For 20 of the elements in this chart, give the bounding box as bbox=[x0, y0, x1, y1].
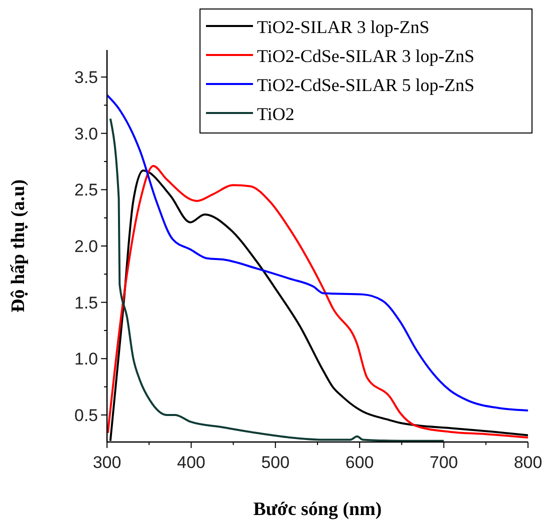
text: 1.0 bbox=[74, 350, 98, 369]
legend-label: TiO2-SILAR 3 lop-ZnS bbox=[257, 17, 430, 37]
x-tick-label: 700 bbox=[430, 453, 458, 472]
y-tick-label: 2.5 bbox=[74, 180, 98, 200]
legend-label: TiO2 bbox=[257, 104, 294, 124]
y-tick-label: 0.5 bbox=[74, 406, 98, 425]
y-tick-label: 1.5 bbox=[74, 293, 98, 312]
x-tick-label: 500 bbox=[261, 453, 290, 472]
text: 2.0 bbox=[74, 237, 98, 256]
text: 3.0 bbox=[74, 124, 98, 144]
x-tick-label: 400 bbox=[177, 453, 206, 472]
line-series bbox=[107, 94, 528, 412]
legend-label: TiO2-CdSe-SILAR 3 lop-ZnS bbox=[257, 46, 474, 66]
x-tick-label: 800 bbox=[514, 453, 542, 472]
x-tick-label: 600 bbox=[345, 453, 374, 472]
x-axis-title: Bước sóng (nm) bbox=[253, 499, 382, 520]
y-tick-label: 3.5 bbox=[74, 68, 98, 88]
y-axis-title: Độ hấp thụ (a.u) bbox=[8, 179, 29, 313]
legend-label: TiO2-CdSe-SILAR 5 lop-ZnS bbox=[257, 75, 474, 95]
x-tick-label: 300 bbox=[92, 453, 122, 472]
